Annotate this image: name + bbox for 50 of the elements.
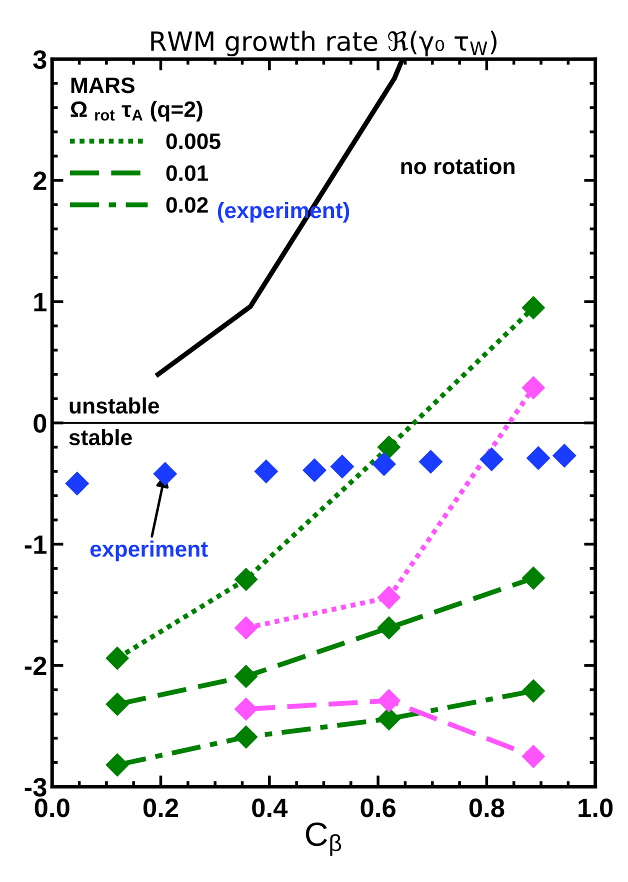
legend-label: 0.005 xyxy=(166,133,220,150)
point xyxy=(377,586,400,610)
point xyxy=(234,726,258,749)
x-tick-label: 0.0 xyxy=(34,798,70,818)
annotation: unstable xyxy=(70,397,160,414)
point xyxy=(65,472,90,496)
point xyxy=(526,446,550,470)
point xyxy=(302,458,327,482)
y-tick-label: 3 xyxy=(33,50,46,69)
point xyxy=(522,679,545,702)
point xyxy=(418,450,443,474)
point xyxy=(254,459,278,484)
annotation: no rotation xyxy=(401,158,514,174)
y-tick-label: -3 xyxy=(24,778,46,797)
x-tick-label: 0.8 xyxy=(469,798,504,818)
point xyxy=(234,698,258,721)
annotation: experiment xyxy=(90,540,208,562)
point xyxy=(522,296,545,320)
point xyxy=(153,462,178,486)
y-tick-label: 0 xyxy=(34,414,46,433)
y-tick-label: 1 xyxy=(34,293,47,312)
point xyxy=(480,447,504,472)
point xyxy=(522,376,545,400)
point xyxy=(377,689,400,712)
x-axis-title: C$_{β}$ xyxy=(306,822,342,856)
y-tick-label: 2 xyxy=(34,172,46,190)
point xyxy=(106,692,129,716)
point xyxy=(234,664,258,688)
y-tick-label: -2 xyxy=(24,656,46,676)
y-tick-label: -1 xyxy=(24,536,47,554)
point xyxy=(522,566,545,590)
x-tick-label: 0.4 xyxy=(252,798,288,818)
legend-label: 0.02 xyxy=(166,197,208,213)
chart-title: RWM growth rate ℜ(γ₀ τ$_{W}$) xyxy=(151,30,497,56)
point xyxy=(330,454,354,479)
point xyxy=(234,568,258,591)
x-tick-label: 1.0 xyxy=(578,798,613,818)
point xyxy=(377,616,400,640)
point xyxy=(106,646,129,670)
legend-label: 0.01 xyxy=(166,165,208,181)
point xyxy=(372,452,396,476)
x-tick-label: 0.6 xyxy=(360,798,396,818)
point xyxy=(377,436,400,459)
x-tick-label: 0.2 xyxy=(143,798,178,818)
point xyxy=(234,616,258,640)
legend-title: MARS Ω $_{rot}$ τ$_{A}$ (q=2) xyxy=(70,77,202,122)
annotation: stable xyxy=(69,428,132,446)
point xyxy=(552,444,576,468)
point xyxy=(522,744,545,768)
point xyxy=(106,753,129,776)
